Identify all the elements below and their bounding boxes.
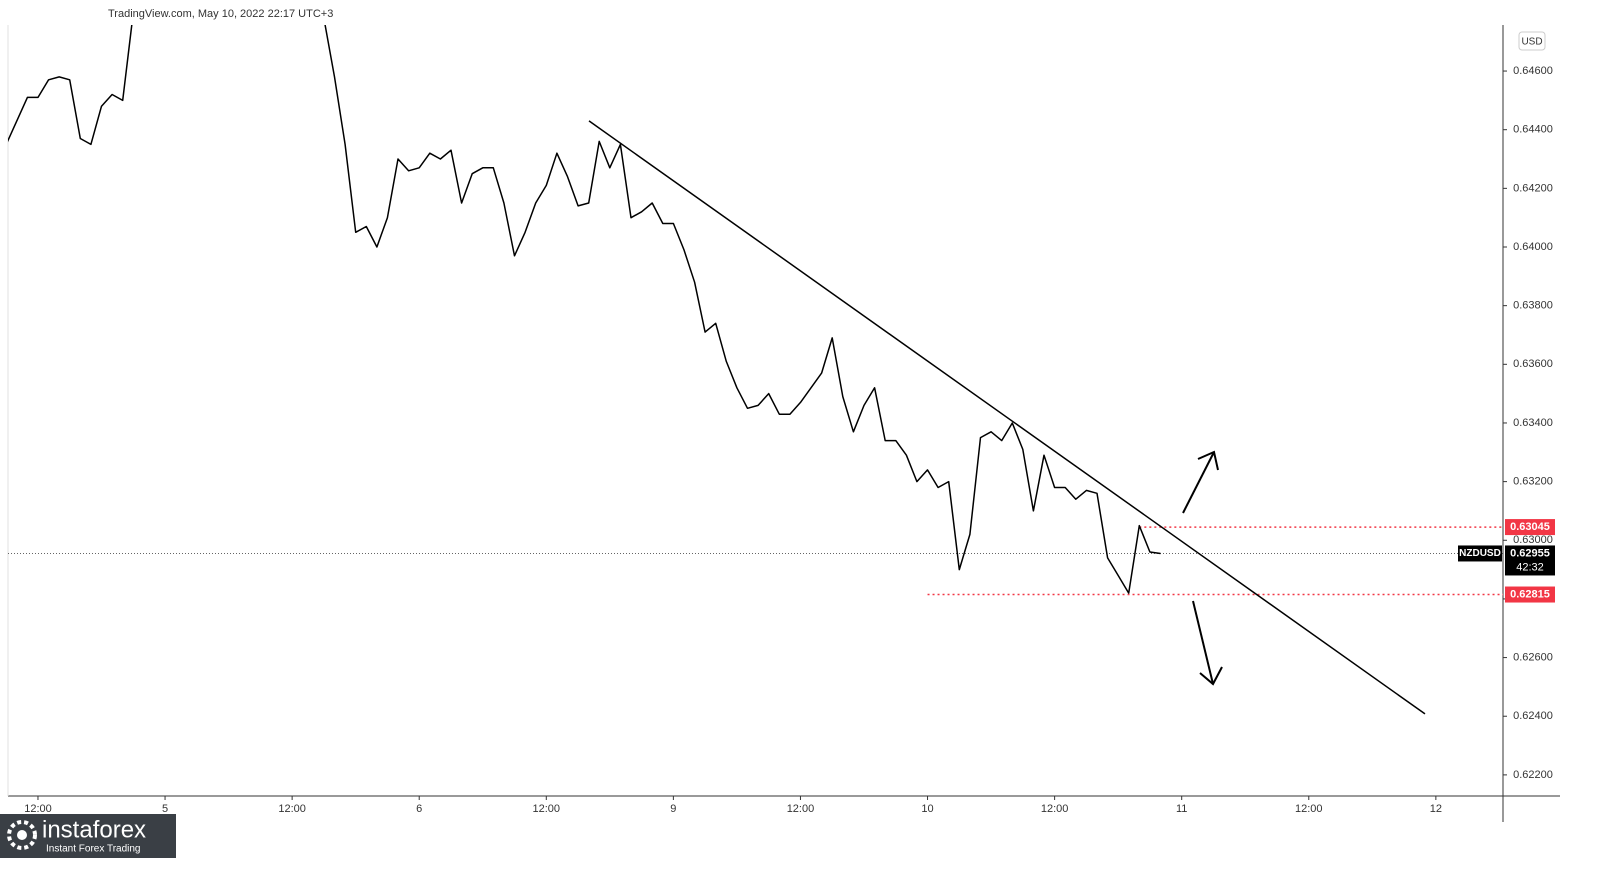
x-tick-label: 12:00 [278,803,306,815]
y-tick-label: 0.63600 [1513,358,1553,370]
last-price-box [1505,545,1555,576]
currency-box [1518,31,1546,51]
last-price: 0.62955 [1510,547,1550,559]
x-tick-label: 12:00 [1041,803,1069,815]
y-tick-label: 0.63000 [1513,534,1553,546]
y-tick-label: 0.64000 [1513,241,1553,253]
y-tick-label: 0.62400 [1513,710,1553,722]
price-line [8,25,1161,594]
x-tick-label: 9 [670,803,676,815]
x-tick-label: 10 [921,803,933,815]
logo-name: instaforex [42,816,146,843]
y-tick-label: 0.62200 [1513,769,1553,781]
y-tick-label: 0.62600 [1513,651,1553,663]
x-tick-label: 12:00 [787,803,815,815]
y-tick-label: 0.64600 [1513,65,1553,77]
y-tick-label: 0.64200 [1513,182,1553,194]
level-label: 0.62815 [1510,588,1550,600]
x-tick-label: 12:00 [533,803,561,815]
logo-tagline: Instant Forex Trading [46,844,141,855]
last-name-box [1458,545,1502,562]
x-tick-label: 12:00 [24,803,52,815]
plot-area [8,25,1503,715]
trendline [588,120,1426,715]
y-tick-label: 0.63400 [1513,417,1553,429]
arrow-down [1192,600,1223,686]
y-tick-label: 0.63800 [1513,300,1553,312]
logo: instaforex Instant Forex Trading [0,814,176,858]
y-tick-label: 0.64400 [1513,124,1553,136]
level-label: 0.63045 [1510,521,1550,533]
x-tick-label: 12 [1430,803,1442,815]
x-tick-label: 6 [416,803,422,815]
currency: USD [1521,37,1542,48]
x-tick-label: 12:00 [1295,803,1323,815]
countdown: 42:32 [1516,561,1544,573]
x-tick-label: 11 [1176,803,1187,815]
x-tick-label: 5 [162,803,168,815]
level-label-box [1505,586,1555,603]
level-label-box [1505,519,1555,536]
arrow-up [1182,450,1219,514]
header: TradingView.com, May 10, 2022 22:17 UTC+… [108,8,333,20]
y-tick-label: 0.63200 [1513,476,1553,488]
last-name: NZDUSD [1459,548,1501,559]
